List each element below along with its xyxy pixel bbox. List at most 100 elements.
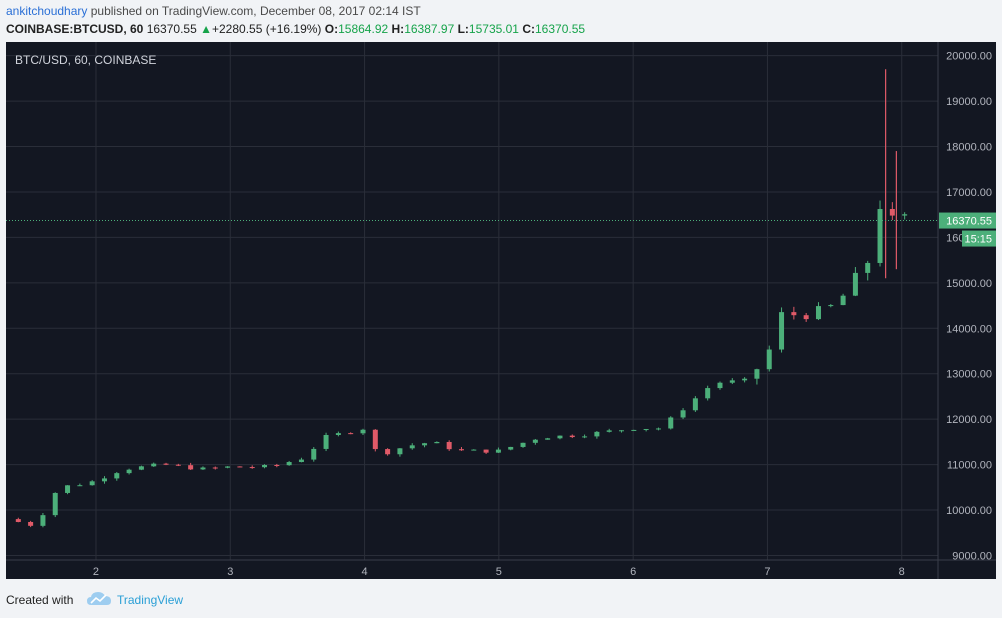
candle-body — [779, 312, 785, 350]
candle-body — [680, 410, 686, 418]
x-tick-label: 3 — [227, 566, 233, 578]
y-tick-label: 14000.00 — [946, 323, 992, 335]
ohlc-line: COINBASE:BTCUSD, 60 16370.55 ▲+2280.55 (… — [6, 22, 585, 36]
y-tick-label: 19000.00 — [946, 96, 992, 108]
candle-body — [286, 462, 292, 466]
candle-body — [619, 430, 625, 432]
y-tick-label: 17000.00 — [946, 187, 992, 199]
low-label: L: — [457, 22, 469, 36]
candle-body — [212, 467, 218, 469]
candle-body — [422, 443, 428, 446]
candle-body — [101, 478, 107, 482]
up-arrow-icon: ▲ — [200, 22, 212, 36]
candle-body — [483, 449, 489, 453]
candle-body — [877, 209, 883, 263]
candle-body — [335, 433, 341, 435]
y-tick-label: 9000.00 — [952, 550, 992, 562]
candle-body — [372, 429, 378, 450]
x-tick-label: 8 — [899, 566, 905, 578]
author-link[interactable]: ankitchoudhary — [6, 4, 88, 18]
candle-body — [323, 434, 329, 449]
last-price: 16370.55 — [146, 22, 197, 36]
tradingview-link[interactable]: TradingView — [117, 593, 184, 607]
y-tick-label: 15000.00 — [946, 278, 992, 290]
time-scale[interactable] — [6, 560, 938, 579]
x-tick-label: 2 — [93, 566, 99, 578]
candle-body — [692, 398, 698, 411]
candle-body — [225, 466, 231, 468]
footer: Created with TradingView — [0, 583, 1002, 618]
candle-body — [471, 449, 477, 451]
candle-body — [766, 349, 772, 370]
candle-body — [446, 441, 452, 450]
tradingview-cloud-icon[interactable] — [87, 591, 111, 607]
high-value: 16387.97 — [404, 22, 455, 36]
candle-body — [828, 305, 834, 307]
candle-body — [495, 449, 501, 453]
candle-body — [889, 209, 895, 216]
low-value: 15735.01 — [468, 22, 519, 36]
candle-body — [200, 467, 206, 470]
x-tick-label: 6 — [630, 566, 636, 578]
close-value: 16370.55 — [535, 22, 586, 36]
candle-body — [557, 435, 563, 439]
candle-body — [274, 464, 280, 466]
symbol-label: COINBASE:BTCUSD, 60 — [6, 22, 144, 36]
candle-body — [803, 315, 809, 320]
candle-body — [385, 449, 391, 455]
chart-title: BTC/USD, 60, COINBASE — [15, 53, 156, 67]
created-with-text: Created with — [6, 593, 74, 607]
candle-body — [175, 464, 181, 466]
candle-body — [532, 439, 538, 443]
candle-body — [360, 429, 366, 434]
publish-info: ankitchoudhary published on TradingView.… — [6, 4, 421, 18]
candle-body — [262, 464, 268, 468]
candle-body — [458, 449, 464, 451]
candle-body — [705, 388, 711, 399]
high-label: H: — [391, 22, 405, 36]
candle-body — [188, 465, 194, 470]
candle-body — [508, 446, 514, 450]
candle-body — [311, 448, 317, 460]
candle-body — [114, 473, 120, 479]
close-label: C: — [522, 22, 535, 36]
candle-body — [77, 485, 83, 487]
candle-body — [409, 445, 415, 449]
candle-body — [40, 515, 46, 526]
price-change: +2280.55 (+16.19%) — [212, 22, 322, 36]
candle-body — [15, 519, 21, 522]
y-tick-label: 12000.00 — [946, 414, 992, 426]
candle-body — [520, 442, 526, 447]
candle-body — [249, 467, 255, 469]
open-value: 15864.92 — [338, 22, 389, 36]
candle-body — [397, 448, 403, 455]
x-tick-label: 5 — [496, 566, 502, 578]
candle-body — [298, 459, 304, 463]
last-price-tag-label: 16370.55 — [946, 216, 992, 228]
candle-body — [754, 369, 760, 379]
candle-body — [717, 382, 723, 389]
y-tick-label: 20000.00 — [946, 51, 992, 63]
open-label: O: — [324, 22, 339, 36]
candle-body — [902, 214, 908, 216]
candle-body — [237, 466, 243, 468]
candle-body — [545, 438, 551, 440]
candle-body — [655, 428, 661, 430]
chart-area[interactable]: 9000.00 10000.00 11000.00 12000.00 13000.00 1… — [6, 42, 996, 582]
candle-body — [729, 380, 735, 383]
price-scale[interactable] — [938, 42, 996, 579]
candle-body — [163, 463, 169, 465]
candlestick-chart[interactable]: 9000.00 10000.00 11000.00 12000.00 13000.00 1… — [6, 42, 996, 582]
candle-body — [865, 262, 871, 273]
candle-body — [606, 430, 612, 432]
last-price-tag — [939, 212, 996, 229]
x-tick-label: 7 — [764, 566, 770, 578]
candle-body — [151, 463, 157, 467]
x-tick-label: 4 — [362, 566, 368, 578]
y-tick-label: 11000.00 — [947, 460, 992, 472]
candle-body — [643, 429, 649, 431]
candle-body — [569, 435, 575, 438]
candle-body — [852, 272, 858, 296]
candle-body — [742, 378, 748, 381]
candle-body — [126, 469, 132, 474]
